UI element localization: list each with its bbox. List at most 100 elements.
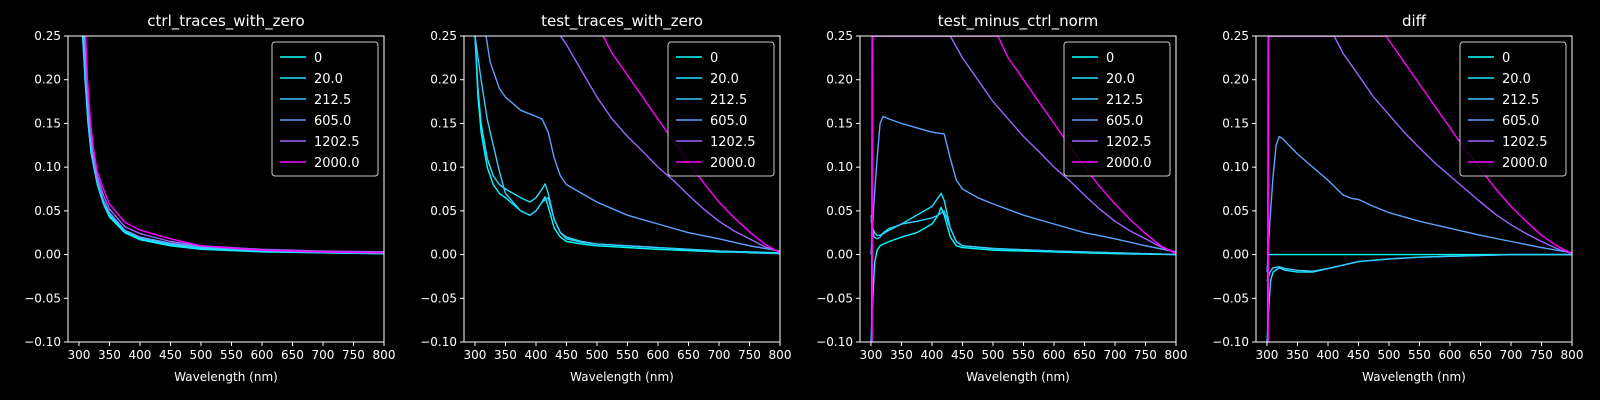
x-tick-label: 500 — [1378, 348, 1401, 362]
legend-label: 212.5 — [1106, 93, 1143, 108]
y-tick-label: 0.10 — [34, 160, 61, 174]
x-tick-label: 650 — [677, 348, 700, 362]
series-line-3 — [1266, 135, 1572, 273]
x-axis-label: Wavelength (nm) — [1362, 370, 1466, 384]
series-line-2 — [83, 36, 384, 254]
y-tick-label: 0.20 — [826, 73, 853, 87]
y-tick-label: 0.05 — [430, 204, 457, 218]
x-tick-label: 350 — [494, 348, 517, 362]
y-tick-label: 0.20 — [1222, 73, 1249, 87]
x-tick-label: 300 — [68, 348, 91, 362]
legend-label: 0 — [1502, 51, 1510, 66]
y-tick-label: 0.15 — [1222, 116, 1249, 130]
y-tick-label: 0.10 — [430, 160, 457, 174]
x-axis-label: Wavelength (nm) — [966, 370, 1070, 384]
x-tick-label: 400 — [1317, 348, 1340, 362]
y-tick-label: 0.05 — [1222, 204, 1249, 218]
x-tick-label: 650 — [1073, 348, 1096, 362]
legend-box — [1459, 41, 1567, 177]
chart-title: diff — [1402, 12, 1427, 30]
x-tick-label: 800 — [1165, 348, 1188, 362]
x-tick-label: 600 — [647, 348, 670, 362]
legend-box — [667, 41, 775, 177]
legend-box — [271, 41, 379, 177]
series-line-4 — [1266, 36, 1572, 342]
y-tick-label: −0.10 — [816, 335, 853, 349]
legend-label: 212.5 — [314, 93, 351, 108]
x-tick-label: 450 — [555, 348, 578, 362]
legend-label: 20.0 — [1106, 72, 1135, 87]
y-tick-label: −0.10 — [420, 335, 457, 349]
chart-panel-4: diff 300 350 400 450 500 550 600 650 700 750 800 0.2… — [1212, 12, 1583, 384]
y-tick-label: 0.05 — [826, 204, 853, 218]
chart-panel-3: test_minus_ctrl_norm 300 350 400 450 500 550 60… — [816, 12, 1187, 384]
x-tick-label: 600 — [251, 348, 274, 362]
y-tick-label: 0.05 — [34, 204, 61, 218]
y-tick-label: 0.10 — [1222, 160, 1249, 174]
chart-panel-2: test_traces_with_zero 300 350 400 450 500 550 6… — [420, 12, 791, 384]
y-tick-label: 0.25 — [826, 29, 853, 43]
y-tick-label: 0.25 — [430, 29, 457, 43]
x-tick-label: 700 — [708, 348, 731, 362]
x-tick-label: 700 — [1500, 348, 1523, 362]
series-group — [81, 36, 384, 255]
legend-label: 1202.5 — [1502, 135, 1548, 150]
series-line-5 — [85, 36, 384, 254]
y-tick-label: 0.00 — [430, 248, 457, 262]
y-tick-label: 0.15 — [430, 116, 457, 130]
chart-title: test_minus_ctrl_norm — [938, 12, 1099, 31]
legend-label: 2000.0 — [1502, 156, 1548, 171]
x-tick-label: 750 — [342, 348, 365, 362]
legend-label: 1202.5 — [710, 135, 756, 150]
legend-label: 1202.5 — [314, 135, 360, 150]
x-tick-label: 450 — [1347, 348, 1370, 362]
legend-label: 605.0 — [1106, 114, 1143, 129]
x-tick-label: 800 — [373, 348, 396, 362]
legend-label: 20.0 — [710, 72, 739, 87]
y-tick-label: 0.25 — [34, 29, 61, 43]
x-tick-label: 400 — [129, 348, 152, 362]
x-axis-label: Wavelength (nm) — [174, 370, 278, 384]
series-line-2 — [474, 36, 780, 255]
x-tick-label: 600 — [1043, 348, 1066, 362]
legend-label: 20.0 — [314, 72, 343, 87]
y-tick-label: 0.00 — [34, 248, 61, 262]
x-axis-label: Wavelength (nm) — [570, 370, 674, 384]
y-tick-label: −0.05 — [816, 291, 853, 305]
x-tick-label: 550 — [220, 348, 243, 362]
x-tick-label: 700 — [312, 348, 335, 362]
y-tick-label: 0.15 — [826, 116, 853, 130]
y-tick-label: −0.05 — [420, 291, 457, 305]
plot-frame — [463, 35, 781, 343]
plot-frame — [859, 35, 1177, 343]
y-tick-label: −0.10 — [24, 335, 61, 349]
series-line-2 — [870, 210, 1176, 256]
series-line-4 — [870, 36, 1176, 342]
x-tick-label: 350 — [890, 348, 913, 362]
x-tick-label: 700 — [1104, 348, 1127, 362]
legend-label: 1202.5 — [1106, 135, 1152, 150]
legend-label: 605.0 — [1502, 114, 1539, 129]
x-tick-label: 550 — [1408, 348, 1431, 362]
x-tick-label: 350 — [1286, 348, 1309, 362]
x-tick-label: 350 — [98, 348, 121, 362]
x-tick-label: 400 — [921, 348, 944, 362]
x-tick-label: 300 — [860, 348, 883, 362]
legend-label: 605.0 — [314, 114, 351, 129]
chart-panel-1: ctrl_traces_with_zero 300 350 400 450 500 550 6… — [24, 12, 395, 384]
legend-label: 0 — [710, 51, 718, 66]
legend: 0 20.0 212.5 605.0 1202.5 2000.0 — [667, 41, 775, 177]
legend: 0 20.0 212.5 605.0 1202.5 2000.0 — [271, 41, 379, 177]
x-tick-label: 550 — [616, 348, 639, 362]
x-tick-label: 500 — [190, 348, 213, 362]
legend: 0 20.0 212.5 605.0 1202.5 2000.0 — [1459, 41, 1567, 177]
x-tick-label: 300 — [1256, 348, 1279, 362]
legend-label: 2000.0 — [314, 156, 360, 171]
x-tick-label: 300 — [464, 348, 487, 362]
x-tick-label: 750 — [738, 348, 761, 362]
y-tick-label: 0.20 — [430, 73, 457, 87]
series-line-5 — [1267, 36, 1572, 342]
x-tick-label: 800 — [769, 348, 792, 362]
x-tick-label: 550 — [1012, 348, 1035, 362]
